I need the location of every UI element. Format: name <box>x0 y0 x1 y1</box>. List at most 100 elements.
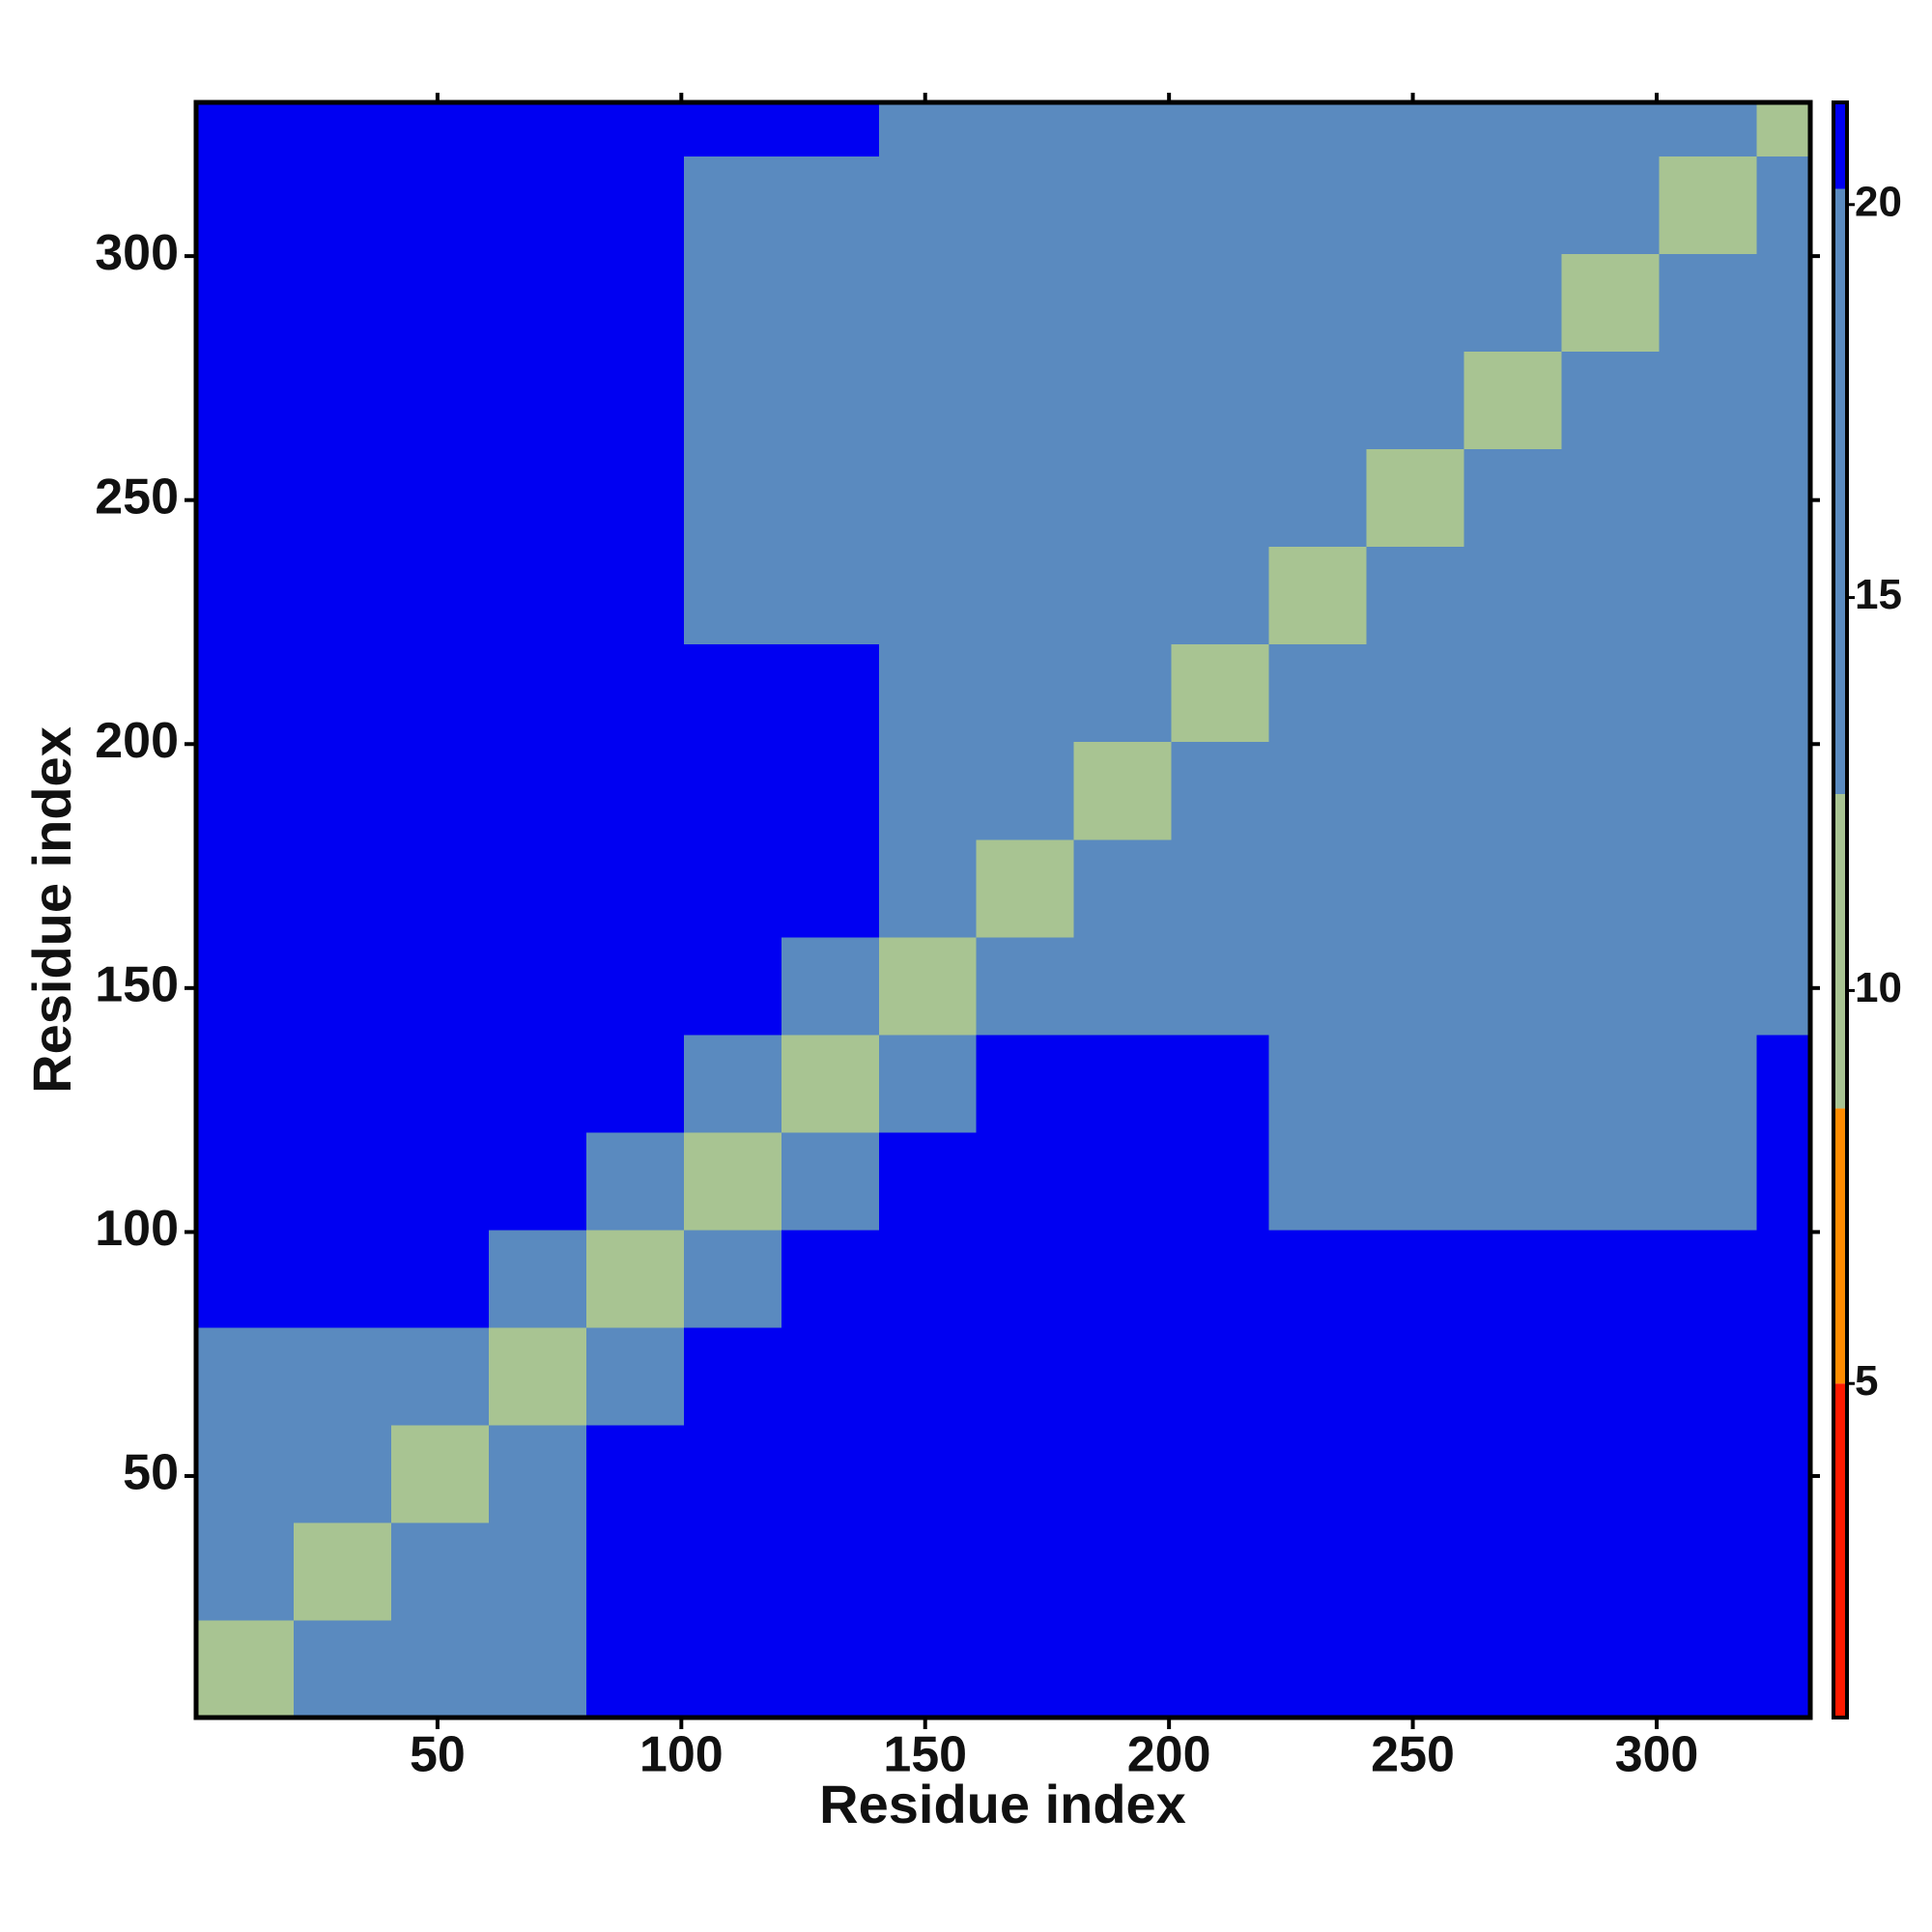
heatmap-cell <box>1463 1619 1563 1719</box>
heatmap-cell <box>1268 102 1368 157</box>
heatmap-cell <box>1268 1034 1368 1133</box>
heatmap-cell <box>781 741 880 840</box>
heatmap-cell <box>1463 741 1563 840</box>
heatmap-cell <box>293 838 392 938</box>
heatmap-cell <box>1463 643 1563 743</box>
heatmap-cell <box>1463 936 1563 1036</box>
heatmap-cell <box>293 156 392 255</box>
heatmap-cell <box>781 1619 880 1719</box>
heatmap-cell <box>1366 546 1465 645</box>
heatmap-cell <box>1659 1521 1757 1621</box>
heatmap-cell <box>390 838 490 938</box>
heatmap-cell <box>878 838 978 938</box>
heatmap-cell <box>196 643 295 743</box>
heatmap-cell <box>1073 1619 1173 1719</box>
x-tick-label: 250 <box>1371 1727 1455 1783</box>
heatmap-cell <box>1366 1034 1465 1133</box>
heatmap-cell <box>1659 546 1757 645</box>
heatmap-cell <box>1659 102 1757 157</box>
heatmap-cell <box>196 1034 295 1133</box>
heatmap-cell <box>1756 1326 1811 1426</box>
heatmap-cell <box>1073 1229 1173 1328</box>
heatmap-cell <box>390 1326 490 1426</box>
heatmap-cell <box>390 102 490 157</box>
heatmap-cell <box>1268 643 1368 743</box>
heatmap-cell <box>976 1326 1075 1426</box>
heatmap-cell <box>1366 1521 1465 1621</box>
heatmap-cell <box>1073 1131 1173 1231</box>
heatmap-cell <box>196 546 295 645</box>
heatmap-cell <box>1171 546 1270 645</box>
heatmap-cell <box>1561 448 1661 548</box>
heatmap-cell <box>781 102 880 157</box>
heatmap-cell <box>293 1619 392 1719</box>
x-tick-label: 100 <box>639 1727 724 1783</box>
heatmap-cell <box>585 1424 685 1523</box>
heatmap-cell <box>976 838 1075 938</box>
heatmap-cell <box>293 1326 392 1426</box>
heatmap-cell <box>196 1521 295 1621</box>
heatmap-cell <box>683 351 782 450</box>
heatmap-cell <box>781 838 880 938</box>
heatmap-cell <box>1561 1619 1661 1719</box>
heatmap-cell <box>1659 1326 1757 1426</box>
heatmap-cell <box>585 936 685 1036</box>
heatmap-cell <box>585 1619 685 1719</box>
heatmap-cell <box>683 448 782 548</box>
heatmap-cell <box>683 1326 782 1426</box>
heatmap-cell <box>585 448 685 548</box>
heatmap-cell <box>1659 643 1757 743</box>
heatmap-cell <box>585 838 685 938</box>
heatmap-cell <box>878 1034 978 1133</box>
heatmap-cell <box>683 936 782 1036</box>
heatmap-cell <box>390 936 490 1036</box>
heatmap-cell <box>683 1521 782 1621</box>
y-tick-label: 200 <box>95 713 179 769</box>
heatmap-cell <box>1073 936 1173 1036</box>
heatmap-cell <box>1561 1131 1661 1231</box>
heatmap-cell <box>1171 838 1270 938</box>
heatmap-cell <box>1659 1229 1757 1328</box>
heatmap-cell <box>1659 838 1757 938</box>
x-tick-label: 200 <box>1127 1727 1211 1783</box>
heatmap-cell <box>1561 643 1661 743</box>
heatmap-cell <box>1463 1326 1563 1426</box>
heatmap-cell <box>781 643 880 743</box>
heatmap-cell <box>781 1229 880 1328</box>
heatmap-cell <box>878 643 978 743</box>
heatmap-cell <box>1268 1131 1368 1231</box>
heatmap-cell <box>1756 1424 1811 1523</box>
heatmap-cell <box>781 1034 880 1133</box>
heatmap-cell <box>293 1131 392 1231</box>
heatmap-cell <box>1366 1131 1465 1231</box>
heatmap-cell <box>683 102 782 157</box>
heatmap-cell <box>293 936 392 1036</box>
heatmap-cell <box>1756 156 1811 255</box>
heatmap-cell <box>976 936 1075 1036</box>
heatmap-cell <box>1463 253 1563 353</box>
heatmap-cell <box>196 253 295 353</box>
heatmap-cell <box>1756 351 1811 450</box>
heatmap-cell <box>1366 1424 1465 1523</box>
heatmap-cell <box>196 1424 295 1523</box>
heatmap-cell <box>683 546 782 645</box>
heatmap-cell <box>293 741 392 840</box>
heatmap-cell <box>1171 936 1270 1036</box>
heatmap-cell <box>976 1034 1075 1133</box>
heatmap-cell <box>1463 448 1563 548</box>
heatmap-cell <box>1366 936 1465 1036</box>
heatmap-cell <box>1073 546 1173 645</box>
heatmap-cell <box>1366 1326 1465 1426</box>
heatmap-cell <box>196 102 295 157</box>
heatmap-cell <box>1171 643 1270 743</box>
heatmap-cell <box>1366 156 1465 255</box>
heatmap-cell <box>878 102 978 157</box>
heatmap-cell <box>196 741 295 840</box>
heatmap-cell <box>976 1229 1075 1328</box>
heatmap-cell <box>1561 253 1661 353</box>
heatmap-cell <box>976 102 1075 157</box>
colorbar-band <box>1833 1108 1847 1384</box>
y-tick-label: 100 <box>95 1201 179 1257</box>
heatmap-cell <box>781 1131 880 1231</box>
heatmap-cell <box>390 1034 490 1133</box>
